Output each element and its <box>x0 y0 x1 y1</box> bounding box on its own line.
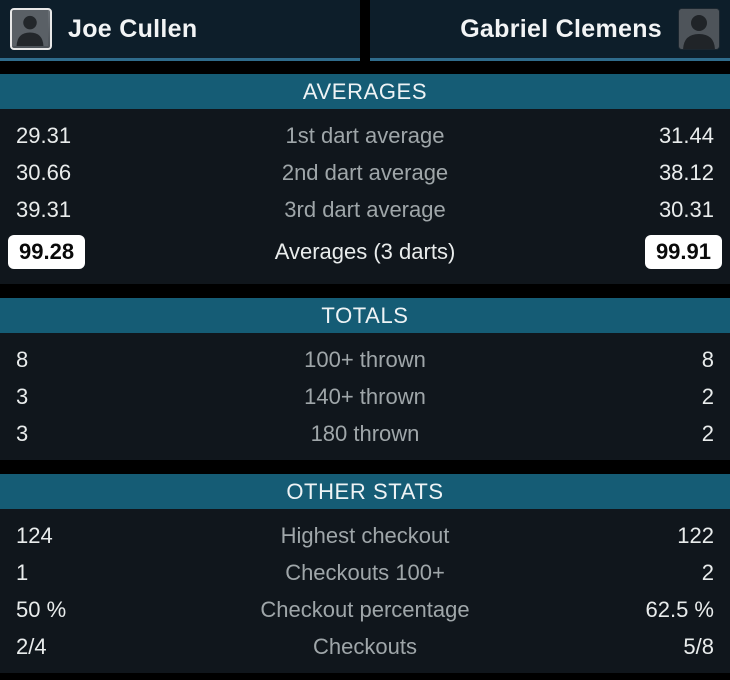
stat-label: 1st dart average <box>285 122 445 148</box>
stat-row: 29.31 1st dart average 31.44 <box>0 117 730 154</box>
person-icon <box>679 9 719 49</box>
stat-row: 124 Highest checkout 122 <box>0 517 730 554</box>
stat-value-right: 30.31 <box>658 196 714 222</box>
average-value-box-left: 99.28 <box>8 235 86 269</box>
player-panel-left: Joe Cullen <box>0 0 360 61</box>
stat-row-highlight: 99.28 Averages (3 darts) 99.91 <box>0 228 730 276</box>
stat-label: 2nd dart average <box>281 159 449 185</box>
section-header-averages: AVERAGES <box>0 74 730 109</box>
stat-value-left: 2/4 <box>16 633 47 659</box>
stat-value-left: 124 <box>16 522 53 548</box>
spacer <box>0 284 730 298</box>
stat-label: Averages (3 darts) <box>274 239 456 264</box>
stat-row: 2/4 Checkouts 5/8 <box>0 628 730 665</box>
stat-value-right: 99.91 <box>544 235 722 269</box>
stat-value-right: 2 <box>701 559 714 585</box>
section-header-other-stats: OTHER STATS <box>0 474 730 509</box>
stat-value-left: 8 <box>16 346 29 372</box>
average-value-box-right: 99.91 <box>644 235 722 269</box>
player-avatar-left <box>10 8 52 50</box>
stat-value-left: 29.31 <box>16 122 72 148</box>
section-rows-averages: 29.31 1st dart average 31.44 30.66 2nd d… <box>0 109 730 284</box>
player-avatar-right <box>678 8 720 50</box>
stat-row: 1 Checkouts 100+ 2 <box>0 554 730 591</box>
stat-value-left: 1 <box>16 559 29 585</box>
stat-value-right: 62.5 % <box>645 596 715 622</box>
stat-row: 3 180 thrown 2 <box>0 415 730 452</box>
stat-value-left: 30.66 <box>16 159 72 185</box>
stat-value-left: 50 % <box>16 596 67 622</box>
stat-value-right: 2 <box>701 420 714 446</box>
stat-label: 100+ thrown <box>304 346 426 372</box>
stat-value-right: 5/8 <box>683 633 714 659</box>
stat-label: 180 thrown <box>310 420 420 446</box>
stat-label: 3rd dart average <box>284 196 446 222</box>
stat-value-left: 39.31 <box>16 196 72 222</box>
match-header: Joe Cullen Gabriel Clemens <box>0 0 730 61</box>
spacer <box>0 61 730 74</box>
stat-row: 39.31 3rd dart average 30.31 <box>0 191 730 228</box>
stat-value-left: 3 <box>16 383 29 409</box>
stat-label: Highest checkout <box>280 522 450 548</box>
stat-row: 3 140+ thrown 2 <box>0 378 730 415</box>
section-header-totals: TOTALS <box>0 298 730 333</box>
stat-label: 140+ thrown <box>304 383 426 409</box>
stat-row: 8 100+ thrown 8 <box>0 341 730 378</box>
player-name-left: Joe Cullen <box>68 14 198 43</box>
stat-value-right: 31.44 <box>658 122 714 148</box>
stat-value-right: 38.12 <box>658 159 714 185</box>
section-rows-totals: 8 100+ thrown 8 3 140+ thrown 2 3 180 th… <box>0 333 730 460</box>
person-icon <box>12 10 48 46</box>
stat-row: 30.66 2nd dart average 38.12 <box>0 154 730 191</box>
stat-label: Checkouts 100+ <box>285 559 445 585</box>
player-name-right: Gabriel Clemens <box>460 14 662 43</box>
stat-label: Checkouts <box>313 633 417 659</box>
player-panel-right: Gabriel Clemens <box>370 0 730 61</box>
stat-value-left: 99.28 <box>8 235 187 269</box>
stat-value-right: 122 <box>677 522 714 548</box>
stat-label: Checkout percentage <box>260 596 470 622</box>
stat-value-left: 3 <box>16 420 29 446</box>
spacer <box>0 460 730 474</box>
stat-row: 50 % Checkout percentage 62.5 % <box>0 591 730 628</box>
stat-value-right: 2 <box>701 383 714 409</box>
header-divider <box>360 0 370 61</box>
section-rows-other-stats: 124 Highest checkout 122 1 Checkouts 100… <box>0 509 730 673</box>
stat-value-right: 8 <box>701 346 714 372</box>
